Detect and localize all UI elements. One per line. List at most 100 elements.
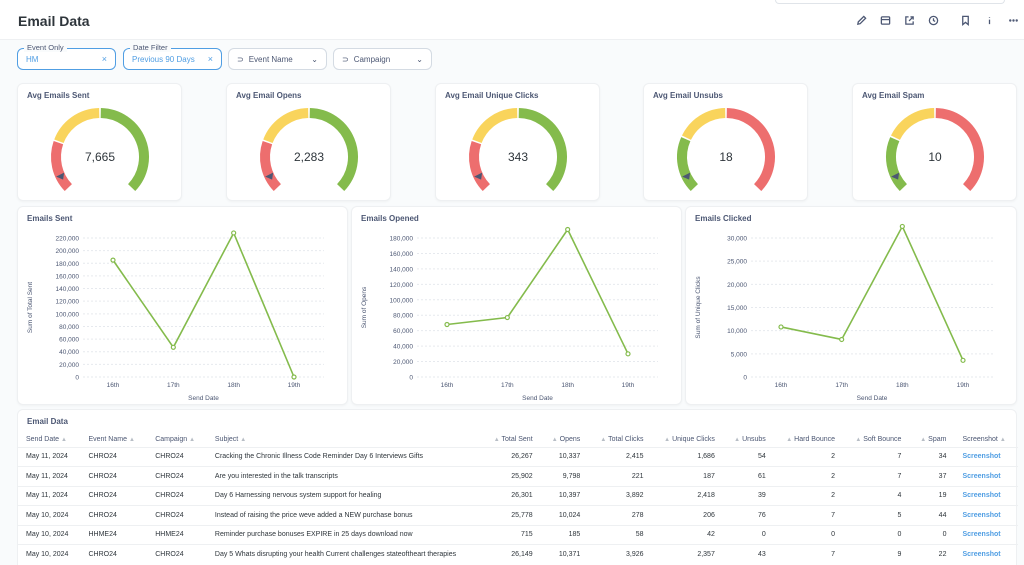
gauge-card[interactable]: Avg Email Unsubs 18 — [643, 83, 808, 201]
table-cell: 3,926 — [588, 544, 652, 564]
line-chart-card[interactable]: Emails Opened 0 20,000 40,000 60,000 80,000 1… — [351, 206, 682, 405]
screenshot-link[interactable]: Screenshot — [954, 466, 1018, 486]
table-row[interactable]: May 10, 2024 HHME24 HHME24 Reminder purchas… — [18, 524, 1018, 545]
info-icon[interactable] — [980, 12, 998, 28]
table-cell: Reminder purchase bonuses EXPIRE in 25 d… — [206, 524, 482, 545]
table-cell: CHRO24 — [80, 505, 148, 525]
column-header[interactable]: ▲ Total Clicks — [588, 432, 651, 447]
sort-icon: ▲ — [664, 436, 671, 443]
table-cell: 26,301 — [481, 485, 541, 506]
gauge-needle — [891, 172, 900, 180]
card-title: Avg Email Opens — [236, 91, 302, 100]
email-data-table: Send Date ▲ Event Name ▲ Campaign ▲ Subject… — [18, 432, 1018, 564]
filter-event-only[interactable]: Event Only HM × — [17, 43, 116, 70]
sort-icon: ▲ — [551, 436, 558, 443]
card-title: Emails Opened — [361, 214, 419, 223]
y-tick-label: 60,000 — [59, 337, 79, 344]
gauge-value: 18 — [719, 150, 733, 164]
filter-date[interactable]: Date Filter Previous 90 Days × — [123, 43, 222, 70]
screenshot-link[interactable]: Screenshot — [954, 524, 1018, 545]
sort-icon: ▲ — [61, 436, 67, 443]
y-tick-label: 0 — [743, 375, 747, 382]
column-header[interactable]: Event Name ▲ — [80, 432, 147, 447]
screenshot-link[interactable]: Screenshot — [954, 446, 1018, 467]
y-tick-label: 0 — [75, 375, 79, 382]
data-point — [110, 257, 116, 263]
y-tick-label: 120,000 — [56, 299, 80, 306]
pencil-icon[interactable] — [852, 12, 870, 28]
table-row[interactable]: May 11, 2024 CHRO24 CHRO24 Cracking the Chr… — [18, 446, 1018, 467]
table-row[interactable]: May 10, 2024 CHRO24 CHRO24 Day 5 Whats disr… — [18, 544, 1018, 564]
more-icon[interactable] — [1004, 12, 1022, 28]
screenshot-link[interactable]: Screenshot — [954, 544, 1018, 564]
column-header[interactable]: ▲ Hard Bounce — [774, 432, 843, 447]
filter-event-name[interactable]: ⊃ Event Name ⌄ — [228, 48, 327, 70]
table-cell: 7 — [843, 466, 910, 486]
gauge-card[interactable]: Avg Emails Sent 7,665 — [17, 83, 182, 201]
y-tick-label: 10,000 — [727, 328, 747, 335]
table-cell: 76 — [722, 505, 774, 525]
table-row[interactable]: May 10, 2024 CHRO24 CHRO24 Instead of raisi… — [18, 505, 1018, 525]
column-header[interactable]: Send Date ▲ — [18, 432, 80, 447]
column-header[interactable]: ▲ Opens — [541, 432, 589, 447]
table-cell: 0 — [773, 524, 844, 545]
column-header[interactable]: ▲ Total Sent — [482, 432, 541, 447]
column-header[interactable]: Subject ▲ — [207, 432, 482, 447]
table-cell: HHME24 — [80, 524, 148, 545]
column-header[interactable]: Screenshot ▲ — [954, 432, 1018, 447]
y-tick-label: 20,000 — [393, 359, 413, 366]
table-row[interactable]: May 11, 2024 CHRO24 CHRO24 Day 6 Harnessing… — [18, 485, 1018, 506]
card-title: Avg Email Unique Clicks — [445, 91, 539, 100]
table-cell: Day 6 Harnessing nervous system support … — [206, 485, 482, 506]
table-cell: 25,902 — [481, 466, 541, 486]
screenshot-link[interactable]: Screenshot — [954, 485, 1018, 506]
filter-label: Event Only — [24, 43, 67, 52]
column-header[interactable]: Campaign ▲ — [147, 432, 207, 447]
column-header[interactable]: ▲ Unique Clicks — [652, 432, 723, 447]
table-cell: 25,778 — [481, 505, 541, 525]
table-cell: HHME24 — [147, 524, 207, 545]
table-cell: 7 — [773, 505, 844, 525]
filter-value: Campaign — [353, 54, 391, 64]
filter-campaign[interactable]: ⊃ Campaign ⌄ — [333, 48, 432, 70]
subscription-icon[interactable] — [876, 12, 894, 28]
column-header[interactable]: ▲ Soft Bounce — [843, 432, 909, 447]
page-header: Email Data — [0, 0, 1024, 40]
bookmark-icon[interactable] — [956, 12, 974, 28]
gauge-card[interactable]: Avg Email Spam 10 — [852, 83, 1017, 201]
sort-icon: ▲ — [600, 436, 607, 443]
gauge-card[interactable]: Avg Email Unique Clicks 343 — [435, 83, 600, 201]
share-icon[interactable] — [900, 12, 918, 28]
y-tick-label: 80,000 — [59, 324, 79, 331]
clear-icon[interactable]: × — [207, 54, 213, 64]
table-cell: 39 — [722, 485, 774, 506]
search-bar-edge[interactable] — [775, 0, 1005, 4]
table-cell: 5 — [843, 505, 910, 525]
screenshot-link[interactable]: Screenshot — [954, 505, 1018, 525]
line-chart-card[interactable]: Emails Sent 0 20,000 40,000 60,000 80,000 100… — [17, 206, 348, 405]
gauge-card[interactable]: Avg Email Opens 2,283 — [226, 83, 391, 201]
table-cell: May 10, 2024 — [18, 505, 81, 525]
table-row[interactable]: May 11, 2024 CHRO24 CHRO24 Are you interest… — [18, 466, 1018, 486]
table-cell: May 11, 2024 — [18, 485, 81, 506]
table-cell: 43 — [722, 544, 774, 564]
filter-value: Event Name — [248, 54, 293, 64]
line-chart: 0 20,000 40,000 60,000 80,000 100,000 120,000 1… — [27, 230, 324, 402]
chevron-down-icon: ⌄ — [311, 54, 318, 64]
y-tick-label: 40,000 — [393, 344, 413, 351]
table-cell: CHRO24 — [147, 466, 207, 486]
gauge-segment-yellow — [472, 108, 518, 144]
table-cell: 9 — [843, 544, 910, 564]
clock-icon[interactable] — [924, 12, 942, 28]
gauge-segment-green — [309, 108, 358, 192]
line-chart-card[interactable]: Emails Clicked 0 5,000 10,000 15,000 20,000 2… — [685, 206, 1017, 405]
filter-label: Date Filter — [130, 43, 171, 52]
x-tick-label: 19th — [288, 382, 301, 389]
column-header[interactable]: ▲ Spam — [909, 432, 954, 447]
clear-icon[interactable]: × — [101, 54, 107, 64]
column-header[interactable]: ▲ Unsubs — [723, 432, 774, 447]
card-title: Emails Sent — [27, 214, 73, 223]
table-cell: CHRO24 — [80, 466, 148, 486]
y-tick-label: 20,000 — [727, 282, 747, 289]
column-header-label: Subject — [214, 435, 239, 443]
